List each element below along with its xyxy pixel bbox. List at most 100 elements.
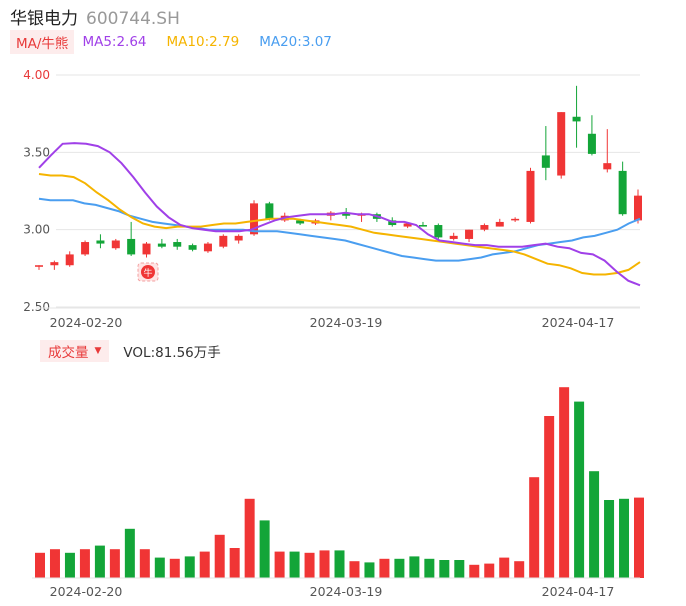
ma10-label: MA10:2.79 bbox=[166, 34, 240, 50]
candle bbox=[618, 161, 627, 216]
candle bbox=[81, 240, 90, 256]
volume-bar bbox=[619, 498, 630, 578]
candle-body bbox=[96, 240, 105, 244]
volume-bar bbox=[379, 558, 390, 578]
volume-bar bbox=[154, 557, 165, 578]
candle-body bbox=[449, 235, 458, 239]
candle-body bbox=[35, 265, 43, 267]
stock-title: 华银电力 600744.SH bbox=[10, 4, 180, 29]
volume-bar bbox=[169, 558, 180, 578]
candle bbox=[541, 126, 550, 181]
volume-bar bbox=[334, 550, 345, 578]
candle-body bbox=[127, 238, 136, 255]
candle bbox=[495, 218, 504, 227]
candle-body bbox=[434, 225, 443, 238]
volume-bar bbox=[199, 551, 210, 578]
volume-indicator-label: 成交量 bbox=[48, 345, 89, 361]
volume-x-tick-label: 2024-04-17 bbox=[542, 584, 615, 599]
volume-bar bbox=[184, 556, 195, 578]
ma-type-selector[interactable]: MA/牛熊 bbox=[10, 30, 75, 54]
stock-code: 600744.SH bbox=[86, 9, 180, 29]
candle-body bbox=[188, 245, 197, 250]
volume-indicator-selector[interactable]: 成交量 ▼ bbox=[40, 340, 110, 362]
ma-legend: MA/牛熊 MA5:2.64 MA10:2.79 MA20:3.07 bbox=[10, 30, 352, 54]
candle bbox=[219, 234, 228, 249]
candle-body bbox=[495, 221, 504, 227]
volume-bar bbox=[604, 500, 615, 578]
volume-bar bbox=[424, 558, 435, 578]
candle-body bbox=[342, 212, 351, 216]
candle-body bbox=[111, 240, 120, 249]
candle-body bbox=[65, 254, 74, 266]
candle bbox=[250, 200, 259, 236]
candle-body bbox=[587, 133, 596, 154]
candle-body bbox=[296, 220, 305, 224]
candle-body bbox=[81, 242, 90, 255]
candle-body bbox=[265, 203, 274, 219]
candle-body bbox=[173, 242, 182, 247]
y-tick-label: 3.00 bbox=[23, 223, 50, 237]
candle-body bbox=[541, 155, 550, 168]
volume-bar bbox=[274, 551, 285, 578]
volume-bar bbox=[259, 520, 270, 578]
y-tick-label: 4.00 bbox=[23, 68, 50, 82]
candle-body bbox=[557, 112, 566, 176]
volume-bar bbox=[64, 552, 75, 578]
candle-body bbox=[480, 225, 489, 230]
volume-bar bbox=[244, 498, 255, 578]
volume-bar bbox=[139, 549, 150, 578]
candle bbox=[127, 221, 136, 256]
candle bbox=[465, 229, 474, 243]
bull-badge-dot bbox=[141, 265, 155, 279]
candle bbox=[403, 223, 412, 229]
volume-bar bbox=[409, 556, 420, 578]
volume-bar bbox=[229, 548, 240, 578]
candle bbox=[572, 85, 581, 148]
candle-body bbox=[403, 223, 412, 227]
volume-bar bbox=[94, 545, 105, 578]
candle bbox=[434, 223, 443, 239]
candle-body bbox=[511, 218, 520, 221]
x-tick-label: 2024-04-17 bbox=[542, 315, 615, 330]
x-tick-label: 2024-03-19 bbox=[310, 315, 383, 330]
candle-body bbox=[50, 262, 59, 266]
volume-bar bbox=[574, 401, 585, 578]
ma5-line bbox=[38, 142, 641, 287]
volume-bar bbox=[514, 561, 525, 578]
volume-bar bbox=[439, 560, 450, 578]
candle bbox=[418, 221, 427, 227]
stock-name: 华银电力 bbox=[10, 9, 78, 29]
volume-bar bbox=[469, 564, 480, 578]
volume-bar bbox=[454, 560, 465, 578]
candle-body bbox=[418, 225, 427, 227]
candle bbox=[157, 238, 166, 249]
caret-down-icon: ▼ bbox=[94, 346, 102, 356]
volume-value: VOL:81.56万手 bbox=[123, 345, 221, 361]
x-tick-label: 2024-02-20 bbox=[50, 315, 123, 330]
candle bbox=[587, 115, 596, 156]
candle bbox=[35, 265, 43, 270]
bull-badge-label: 牛 bbox=[143, 267, 152, 279]
volume-bar bbox=[364, 562, 375, 578]
candle bbox=[603, 129, 612, 173]
volume-bar bbox=[544, 416, 555, 578]
volume-bar bbox=[529, 477, 540, 578]
candle bbox=[511, 217, 520, 222]
candle-body bbox=[526, 170, 535, 222]
volume-bar bbox=[289, 551, 300, 578]
candle bbox=[526, 167, 535, 224]
volume-x-tick-label: 2024-02-20 bbox=[50, 584, 123, 599]
volume-x-tick-label: 2024-03-19 bbox=[310, 584, 383, 599]
candle bbox=[142, 242, 151, 258]
candle-body bbox=[603, 163, 612, 170]
volume-bar bbox=[319, 550, 330, 578]
candle-body bbox=[465, 229, 474, 239]
volume-bar bbox=[49, 549, 60, 578]
candle-body bbox=[250, 203, 259, 235]
ma20-label: MA20:3.07 bbox=[259, 34, 332, 50]
candle-body bbox=[634, 195, 642, 221]
candle bbox=[557, 112, 566, 179]
volume-bar bbox=[349, 561, 360, 578]
candle-body bbox=[234, 235, 243, 241]
